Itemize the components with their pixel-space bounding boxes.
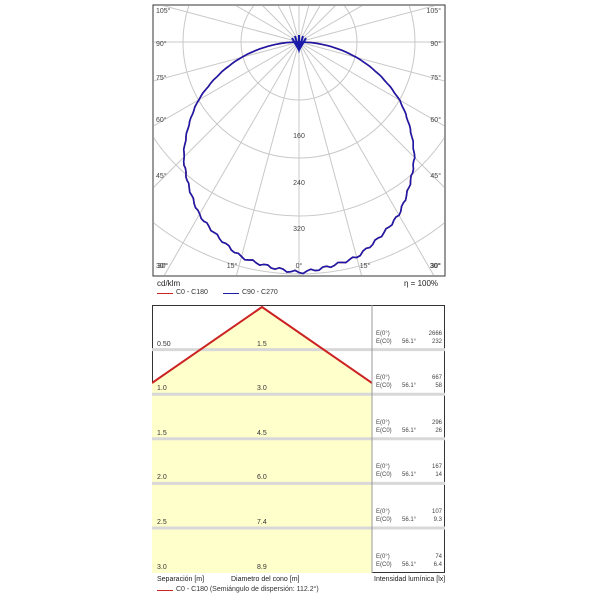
polar-grid bbox=[154, 6, 444, 275]
e0-label: E(0°) bbox=[376, 330, 390, 337]
radial-label: 160 bbox=[293, 133, 305, 140]
legend-label-c0: C0 - C180 bbox=[176, 289, 208, 296]
polar-curves bbox=[182, 35, 416, 275]
separation-value: 0.50 bbox=[157, 340, 171, 348]
angle-label-bottom: 0° bbox=[296, 262, 303, 270]
legend-label-c90: C90 - C270 bbox=[242, 289, 278, 296]
grid-spoke bbox=[162, 6, 300, 43]
grid-spoke bbox=[298, 6, 363, 43]
grid-spoke bbox=[298, 41, 444, 188]
separation-value: 2.5 bbox=[157, 519, 167, 526]
separation-caption: Separación [m] bbox=[157, 576, 205, 583]
grid-spoke bbox=[163, 41, 300, 275]
cone-diameter-value: 3.0 bbox=[257, 385, 267, 393]
cone-legend: C0 - C180 (Semiángulo de dispersión: 112… bbox=[157, 586, 407, 596]
cone-outline bbox=[152, 305, 373, 384]
cone-rows bbox=[152, 305, 445, 530]
cone-diameter-value: 8.9 bbox=[257, 563, 267, 571]
cone-legend-line bbox=[157, 590, 173, 591]
cone-angle-value: 56.1° bbox=[402, 517, 417, 523]
ec0-value: 26 bbox=[435, 427, 442, 434]
cone-angle-value: 56.1° bbox=[402, 427, 417, 434]
polar-labels: 105°90°75°60°45°30°105°90°75°60°45°30°30… bbox=[156, 7, 441, 270]
legend-line-c90 bbox=[223, 293, 239, 294]
grid-spoke bbox=[298, 41, 444, 82]
ec0-label: E(C0) bbox=[376, 427, 392, 434]
cone-diameter-value: 4.5 bbox=[257, 429, 267, 437]
grid-spoke bbox=[298, 6, 436, 43]
ec0-value: 6.4 bbox=[433, 561, 442, 568]
e0-label: E(0°) bbox=[376, 553, 390, 560]
ec0-value: 14 bbox=[435, 472, 442, 479]
grid-spoke bbox=[236, 41, 300, 275]
angle-label-right: 105° bbox=[427, 7, 442, 15]
angle-label-left: 45° bbox=[156, 172, 167, 180]
ec0-label: E(C0) bbox=[376, 561, 392, 568]
ec0-label: E(C0) bbox=[376, 517, 392, 523]
cone-angle-value: 56.1° bbox=[402, 383, 417, 390]
angle-label-bottom: 15° bbox=[360, 262, 371, 270]
angle-label-right: 60° bbox=[430, 116, 441, 124]
angle-label-right: 45° bbox=[430, 172, 441, 180]
polar-unit: cd/klm bbox=[157, 279, 181, 288]
angle-label-right: 90° bbox=[430, 40, 441, 48]
grid-spoke bbox=[298, 41, 435, 275]
curve-c90-c270 bbox=[182, 41, 416, 275]
cone-diameter-value: 6.0 bbox=[257, 474, 267, 482]
e0-label: E(0°) bbox=[376, 509, 390, 515]
grid-spoke bbox=[154, 41, 300, 188]
illuminance-caption: Intensidad lumínica [lx] bbox=[374, 576, 446, 583]
angle-label-bottom: 15° bbox=[227, 262, 238, 270]
cone-chart bbox=[152, 305, 445, 573]
cone-diameter-value: 7.4 bbox=[257, 519, 267, 526]
separation-value: 1.0 bbox=[157, 385, 167, 393]
radial-label: 320 bbox=[293, 226, 305, 233]
separation-value: 3.0 bbox=[157, 563, 167, 571]
polar-legend: C0 - C180 C90 - C270 bbox=[157, 289, 357, 299]
e0-value: 2666 bbox=[428, 330, 442, 337]
ec0-value: 58 bbox=[435, 383, 442, 390]
e0-value: 296 bbox=[431, 419, 442, 426]
efficiency-label: η = 100% bbox=[404, 279, 439, 288]
ec0-label: E(C0) bbox=[376, 383, 392, 390]
cone-legend-label: C0 - C180 (Semiángulo de dispersión: 112… bbox=[176, 586, 319, 593]
cone-diameter-value: 1.5 bbox=[257, 340, 267, 348]
cone-angle-value: 56.1° bbox=[402, 472, 417, 479]
ec0-label: E(C0) bbox=[376, 338, 392, 345]
angle-label-left: 30° bbox=[156, 262, 167, 270]
radial-label: 240 bbox=[293, 180, 305, 187]
e0-value: 167 bbox=[431, 464, 442, 471]
diameter-caption: Diametro del cono [m] bbox=[231, 576, 300, 583]
luminaire-icon bbox=[291, 35, 307, 54]
e0-label: E(0°) bbox=[376, 419, 390, 426]
separation-value: 2.0 bbox=[157, 474, 167, 482]
polar-chart: 105°90°75°60°45°30°105°90°75°60°45°30°30… bbox=[152, 4, 446, 277]
cone-angle-value: 56.1° bbox=[402, 338, 417, 345]
e0-value: 107 bbox=[431, 509, 442, 515]
e0-value: 667 bbox=[431, 375, 442, 382]
grid-spoke bbox=[154, 41, 300, 82]
grid-spoke bbox=[298, 41, 444, 127]
angle-label-right: 30° bbox=[430, 262, 441, 270]
separation-value: 1.5 bbox=[157, 429, 167, 437]
grid-spoke bbox=[154, 41, 300, 127]
angle-label-left: 75° bbox=[156, 74, 167, 82]
angle-label-left: 90° bbox=[156, 40, 167, 48]
angle-label-left: 60° bbox=[156, 116, 167, 124]
grid-spoke bbox=[298, 41, 362, 275]
grid-spoke bbox=[235, 6, 300, 43]
e0-label: E(0°) bbox=[376, 375, 390, 382]
ec0-label: E(C0) bbox=[376, 472, 392, 479]
ec0-value: 9.3 bbox=[433, 517, 442, 523]
angle-label-left: 105° bbox=[156, 7, 171, 15]
ec0-value: 232 bbox=[431, 338, 442, 345]
angle-label-bottom: 30° bbox=[158, 262, 169, 270]
angle-label-bottom: 30° bbox=[430, 262, 441, 270]
e0-value: 74 bbox=[435, 553, 442, 560]
cone-angle-value: 56.1° bbox=[402, 561, 417, 568]
angle-label-right: 75° bbox=[430, 74, 441, 82]
e0-label: E(0°) bbox=[376, 464, 390, 471]
legend-line-c0 bbox=[157, 293, 173, 294]
